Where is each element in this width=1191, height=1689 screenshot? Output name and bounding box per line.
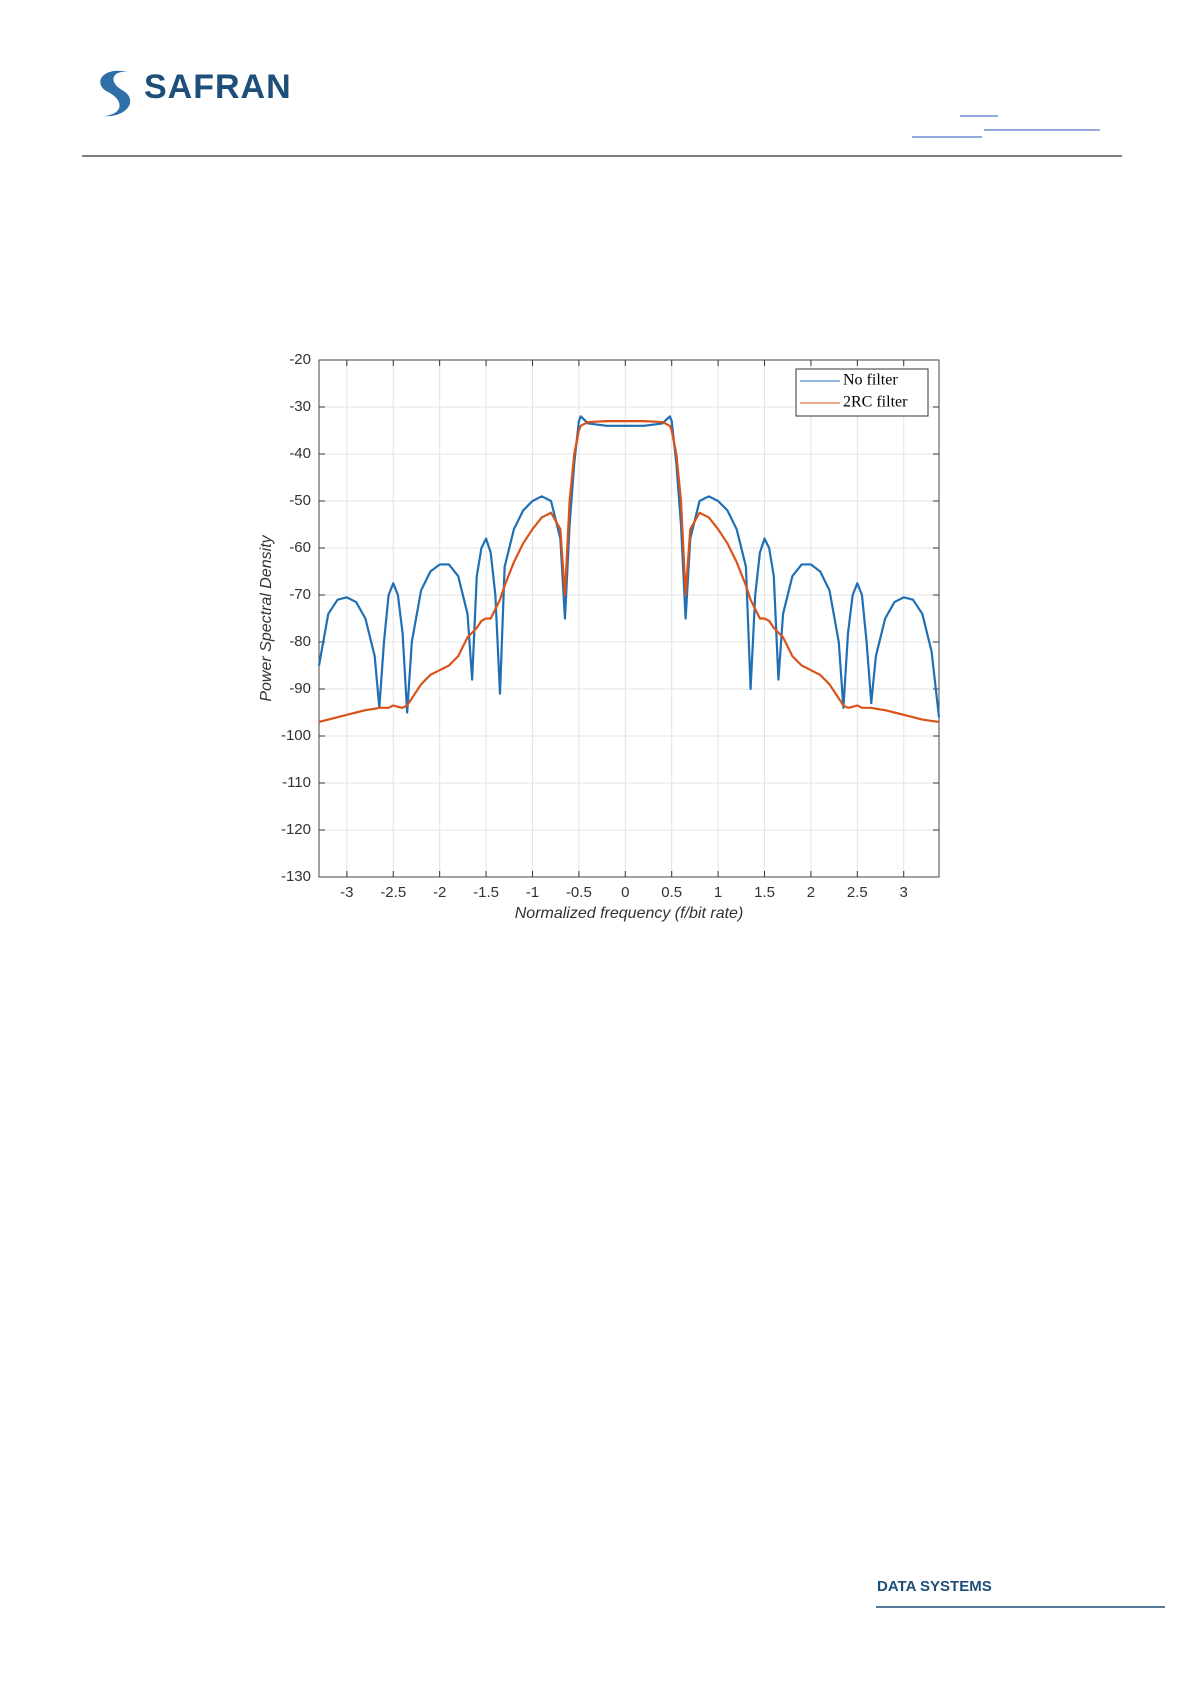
x-tick-label: 3 [900,884,908,901]
x-axis-label: Normalized frequency (f/bit rate) [515,905,744,922]
logo: SAFRAN [100,68,292,117]
x-tick-label: 0.5 [661,884,682,901]
y-tick-label: -80 [289,633,311,650]
y-tick-label: -70 [289,586,311,603]
y-tick-label: -100 [281,727,311,744]
legend-label: 2RC filter [843,394,908,411]
y-tick-label: -40 [289,445,311,462]
legend-box [795,368,929,417]
y-tick-label: -50 [289,492,311,509]
y-tick-label: -120 [281,821,311,838]
logo-mark [100,70,131,117]
series-line [317,415,941,718]
y-axis-label: Power Spectral Density [258,534,275,701]
x-tick-label: 2.5 [847,884,868,901]
x-tick-label: 1 [714,884,722,901]
y-tick-label: -130 [281,868,311,885]
x-tick-label: -2 [433,884,446,901]
x-tick-label: -1.5 [473,884,499,901]
y-tick-label: -60 [289,539,311,556]
x-tick-label: -2.5 [380,884,406,901]
x-tick-label: 2 [807,884,815,901]
x-tick-label: -1 [526,884,539,901]
series-line [318,420,940,723]
legend-label: No filter [843,372,898,389]
x-tick-label: 1.5 [754,884,775,901]
plot-area [319,360,939,877]
x-tick-label: -0.5 [566,884,592,901]
y-tick-label: -110 [282,774,311,791]
legend: No filter 2RC filter [795,368,929,417]
x-tick-label: 0 [621,884,629,901]
chart: -130-120-110-100-90-80-70-60-50-40-30-20… [258,351,941,922]
y-tick-label: -90 [289,680,311,697]
logo-text: SAFRAN [144,68,292,106]
x-tick-label: -3 [340,884,353,901]
footer-brand: DATA SYSTEMS [877,1578,992,1595]
y-tick-label: -30 [289,398,311,415]
y-tick-label: -20 [289,351,311,368]
plot-frame [318,359,940,878]
